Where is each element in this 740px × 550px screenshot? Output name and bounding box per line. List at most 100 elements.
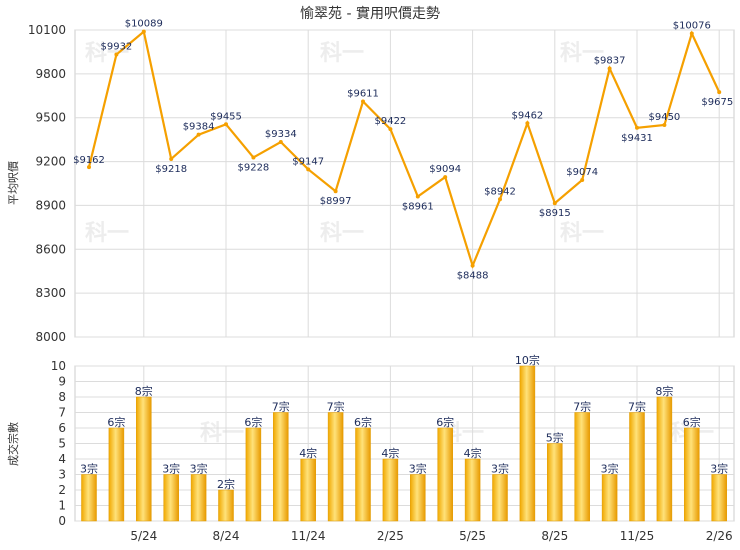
price-point [388,127,393,132]
bar-y-tick-label: 7 [58,406,66,420]
volume-data-labels: 3宗 6宗 8宗 3宗 3宗 2宗 6宗 7宗 4宗 7宗 6宗 4宗 3宗 6宗 4宗 3宗 10宗 5宗 7宗 3… [80,353,728,491]
volume-bar [437,427,453,522]
price-data-label: $8488 [457,271,489,282]
price-points [87,29,722,268]
x-tick-label: 2/25 [377,529,404,543]
watermark: 科一 [200,421,244,446]
price-data-label: $9455 [210,111,242,122]
volume-data-label: 3宗 [409,462,427,476]
price-data-label: $9450 [648,112,680,123]
volume-bar [327,412,344,522]
bar-y-tick-label: 0 [58,514,66,528]
line-y-axis-label: 平均呎價 [6,161,20,205]
price-point [87,165,91,170]
price-data-label: $9462 [511,110,543,121]
price-point [415,194,420,199]
volume-bar [218,489,234,522]
volume-bar [601,474,618,522]
volume-data-label: 3宗 [491,462,509,476]
price-data-label: $9228 [237,162,269,173]
bar-y-tick-label: 10 [51,359,66,373]
bar-y-axis-label: 成交宗數 [6,422,20,466]
price-point [251,155,256,160]
price-point [635,125,639,130]
price-point [689,31,694,36]
bar-y-tick-label: 6 [58,421,66,435]
bar-y-tick-label: 4 [58,452,66,466]
bar-y-tick-label: 5 [58,437,66,451]
price-data-label: $8961 [402,202,434,213]
volume-bar [684,427,700,522]
x-tick-label: 2/26 [706,529,733,543]
price-point [306,167,311,172]
line-y-tick-label: 8900 [35,198,66,212]
volume-data-label: 4宗 [299,446,317,460]
volume-data-label: 8宗 [655,384,673,398]
volume-bar [656,396,673,522]
bar-y-tick-label: 9 [58,375,66,389]
watermark: 科一 [560,221,604,246]
volume-bar [574,412,590,522]
watermark: 科一 [320,221,364,246]
price-point [662,123,667,128]
volume-data-label: 4宗 [464,446,482,460]
line-y-tick-label: 8000 [35,330,66,344]
line-y-tick-label: 9800 [35,67,66,81]
bar-grid-y [75,365,734,522]
line-y-tick-labels: 8000 8300 8600 8900 9200 9500 9800 10100 [28,23,66,344]
line-grid-x [143,30,720,337]
volume-bar [711,474,727,522]
price-data-label: $9431 [621,133,653,144]
watermark: 科一 [320,41,364,66]
volume-data-label: 7宗 [327,400,345,414]
price-data-label: $9837 [594,55,626,66]
price-data-label: $10076 [673,21,711,32]
price-point [443,175,448,180]
volume-data-label: 6宗 [244,415,262,429]
x-tick-label: 8/25 [541,529,568,543]
price-data-label: $9611 [347,88,379,99]
volume-data-label: 6宗 [354,415,372,429]
volume-bar [492,474,508,522]
volume-bar [300,458,316,522]
price-point [333,189,338,194]
volume-data-label: 7宗 [628,400,646,414]
price-data-label: $8915 [539,208,571,219]
bar-y-tick-labels: 01 23 45 67 89 10 [51,359,66,528]
price-point [196,132,201,137]
volume-data-label: 3宗 [80,462,98,476]
volume-data-label: 3宗 [190,462,208,476]
price-point [141,29,146,34]
line-y-tick-label: 8600 [35,242,66,256]
price-data-label: $9218 [155,164,187,175]
price-point [525,121,530,126]
watermark: 科一 [560,41,604,66]
price-data-label: $9932 [100,42,132,53]
volume-data-label: 7宗 [272,400,290,414]
volume-data-label: 7宗 [573,400,591,414]
volume-bar [410,474,426,522]
bar-y-tick-label: 3 [58,468,66,482]
price-point [169,156,174,161]
watermark: 科一 [85,221,129,246]
volume-bar [355,427,371,522]
volume-bar [245,427,262,522]
volume-data-label: 3宗 [601,462,619,476]
price-data-label: $8997 [320,196,352,207]
price-point [278,139,283,144]
volume-bar [190,474,207,522]
volume-data-label: 6宗 [107,415,125,429]
price-point [552,201,557,206]
x-tick-label: 8/24 [213,529,240,543]
price-point [361,99,365,104]
price-data-label: $9384 [183,122,215,133]
volume-data-label: 6宗 [436,415,454,429]
price-data-label: $9334 [265,129,297,140]
price-data-label: $8942 [484,186,516,197]
x-tick-label: 5/25 [459,529,486,543]
volume-data-label: 6宗 [683,415,701,429]
price-data-label: $9094 [429,164,461,175]
